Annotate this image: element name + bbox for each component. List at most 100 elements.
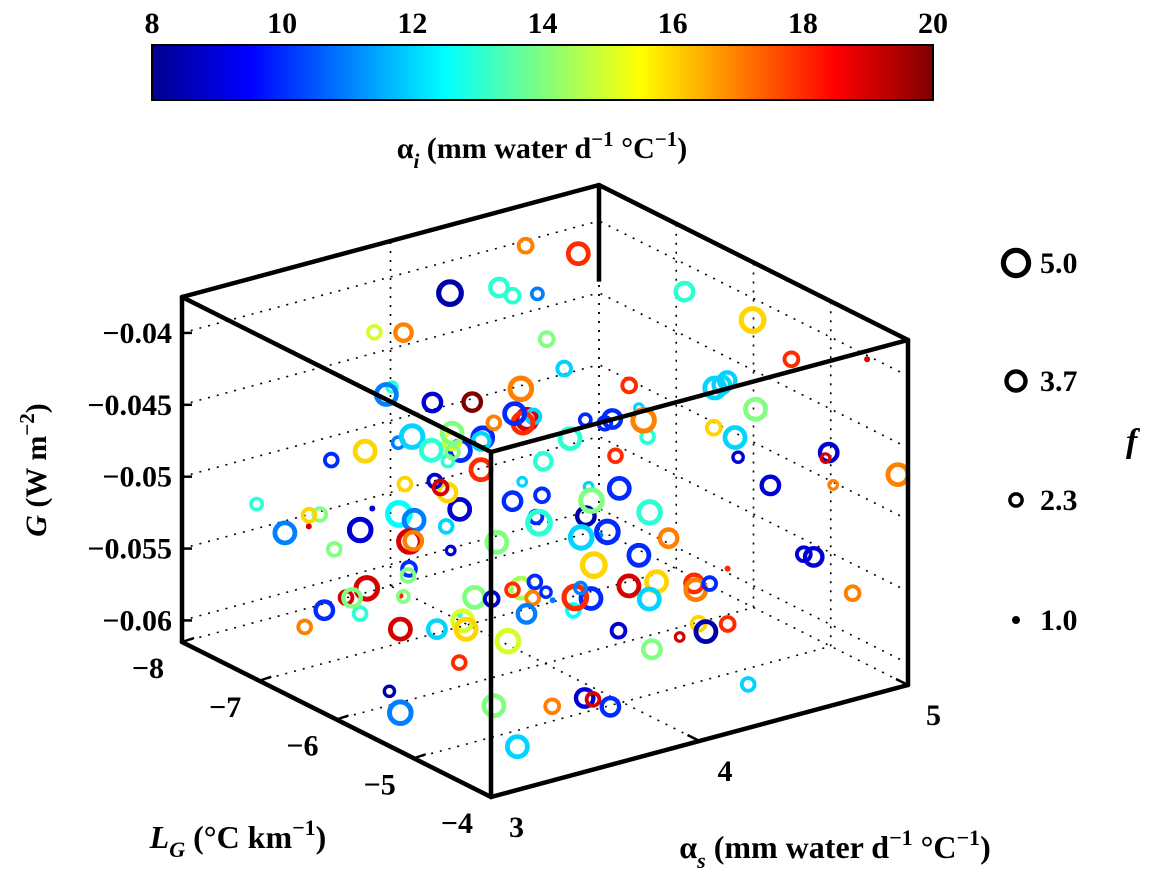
- scatter-point: [543, 697, 562, 716]
- scatter-point: [502, 401, 527, 427]
- grid-line: [598, 363, 909, 521]
- as-axis-label: αs (mm water d−1 °C−1): [679, 825, 990, 873]
- scatter-point: [439, 420, 465, 446]
- scatter-point: [398, 423, 426, 450]
- scatter-point: [673, 280, 696, 303]
- colorbar-label: αi (mm water d−1 °C−1): [397, 127, 688, 173]
- scatter-point: [573, 687, 596, 709]
- scatter-point: [366, 323, 383, 341]
- scatter-point: [819, 452, 832, 465]
- scatter-point: [369, 505, 376, 512]
- scatter-point: [437, 518, 455, 535]
- scatter-point: [484, 529, 510, 555]
- scatter-point: [739, 676, 757, 693]
- scatter-point: [843, 584, 862, 603]
- scatter-point: [501, 490, 524, 513]
- frame-edge: [179, 182, 602, 300]
- colorbar: 8 10 12 14 16 18 20 αi (mm water d−1 °C−1): [145, 7, 949, 173]
- scatter-point: [573, 580, 588, 596]
- scatter-point: [311, 506, 329, 523]
- scatter-point: [864, 356, 871, 363]
- colorbar-tick-label: 16: [658, 7, 688, 40]
- colorbar-tick-label: 18: [788, 7, 818, 40]
- grid-line: [181, 220, 600, 334]
- scatter-point: [516, 236, 535, 255]
- lg-tick-mark: [490, 791, 504, 799]
- scatter-point: [515, 603, 538, 625]
- as-tick-mark: [478, 789, 492, 799]
- scatter-point: [701, 575, 718, 592]
- lg-tick-label: −4: [441, 807, 473, 840]
- g-tick-label: −0.04: [102, 317, 172, 350]
- scatter-point: [300, 506, 318, 524]
- scatter-point: [578, 487, 605, 514]
- frame-edge: [596, 182, 911, 343]
- scatter-point: [393, 322, 414, 343]
- lg-tick-mark: [181, 636, 195, 644]
- scatter-point: [743, 396, 768, 422]
- scatter-point: [827, 479, 840, 491]
- scatter-point: [533, 486, 551, 505]
- axes-frame: [179, 182, 911, 800]
- scatter-points: [249, 236, 911, 760]
- size-legend-label: 2.3: [1040, 484, 1078, 517]
- scatter-point: [759, 474, 782, 497]
- scatter-point: [584, 691, 602, 708]
- scatter-point: [296, 618, 314, 636]
- scatter-point: [599, 695, 622, 718]
- lg-tick-mark: [336, 714, 349, 721]
- colorbar-tick-label: 12: [397, 7, 427, 40]
- size-legend-label: 5.0: [1040, 247, 1078, 280]
- scatter-point: [711, 374, 733, 396]
- scatter-point: [402, 529, 425, 552]
- scatter-point: [567, 524, 595, 551]
- scatter-point: [387, 616, 413, 642]
- size-legend-label: 1.0: [1040, 604, 1078, 637]
- scatter-point: [431, 478, 450, 497]
- scatter-point: [505, 734, 530, 760]
- scatter-point: [620, 376, 639, 395]
- scatter-point: [444, 544, 457, 557]
- as-tick-label: 4: [718, 755, 733, 788]
- lg-tick-mark: [413, 753, 427, 760]
- scatter-point: [532, 451, 554, 472]
- scatter-point: [594, 518, 621, 546]
- colorbar-tick-label: 10: [267, 7, 297, 40]
- g-tick-label: −0.045: [87, 389, 172, 422]
- lg-tick-label: −5: [364, 768, 396, 801]
- scatter-point: [539, 585, 553, 600]
- scatter-point: [395, 589, 411, 604]
- as-axis-ticks: 3 4 5: [478, 677, 941, 844]
- grid-line: [390, 585, 700, 742]
- scatter-point: [578, 586, 604, 611]
- g-tick-label: −0.055: [87, 533, 172, 566]
- scatter-point: [400, 560, 418, 578]
- scatter-point: [352, 438, 378, 464]
- g-axis-ticks: −0.04 −0.045 −0.05 −0.055 −0.06: [87, 317, 192, 637]
- scatter-point: [636, 586, 662, 612]
- g-tick-label: −0.05: [102, 461, 172, 494]
- size-legend-title: f: [1126, 423, 1141, 460]
- scatter-point: [565, 241, 591, 267]
- scatter-point: [504, 581, 521, 599]
- scatter-point: [609, 621, 628, 640]
- lg-tick-label: −6: [286, 730, 318, 763]
- frame-edge: [179, 294, 494, 455]
- frame-edge: [488, 337, 911, 455]
- scatter-point: [341, 587, 363, 609]
- scatter-point: [516, 475, 529, 488]
- as-tick-mark: [686, 733, 701, 743]
- scatter-point: [616, 573, 642, 599]
- scatter-point: [782, 350, 801, 369]
- scatter-point: [626, 542, 652, 568]
- scatter-point: [885, 462, 911, 488]
- scatter-point: [481, 693, 507, 719]
- scatter-point: [468, 457, 494, 483]
- lg-tick-mark: [258, 675, 272, 682]
- scatter-point: [718, 615, 737, 633]
- g-axis-label: G (W m−2): [15, 403, 53, 537]
- size-legend-marker: [1012, 616, 1020, 624]
- scatter-point: [322, 451, 340, 469]
- size-legend-marker: [1004, 369, 1028, 393]
